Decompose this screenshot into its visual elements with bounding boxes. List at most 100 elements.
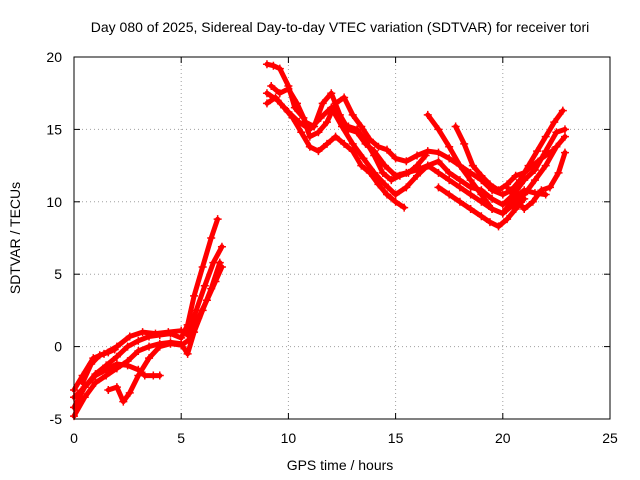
data-point-marker	[545, 183, 554, 192]
data-point-marker	[554, 168, 563, 177]
data-point-marker	[183, 349, 192, 358]
data-point-marker	[190, 291, 199, 300]
data-point-marker	[391, 197, 400, 206]
data-point-marker	[488, 194, 497, 203]
data-point-marker	[541, 190, 550, 199]
data-point-marker	[322, 118, 331, 127]
data-point-marker	[104, 386, 113, 395]
data-point-marker	[104, 348, 113, 357]
data-point-marker	[434, 125, 443, 134]
data-point-marker	[530, 165, 539, 174]
data-point-marker	[503, 183, 512, 192]
data-point-marker	[455, 197, 464, 206]
data-point-marker	[445, 142, 454, 151]
data-point-marker	[391, 190, 400, 199]
data-point-marker	[91, 378, 100, 387]
data-point-marker	[511, 194, 520, 203]
data-point-marker	[357, 122, 366, 131]
y-axis-label: SDTVAR / TECUs	[7, 182, 23, 294]
data-point-marker	[134, 336, 143, 345]
data-point-marker	[138, 328, 147, 337]
data-point-marker	[348, 147, 357, 156]
x-tick-label: 25	[602, 430, 618, 446]
data-point-marker	[560, 132, 569, 141]
data-point-marker	[327, 103, 336, 112]
x-axis-ticks: 0 5 10 15 20 25	[70, 57, 618, 446]
data-point-marker	[520, 176, 529, 185]
data-point-marker	[269, 61, 278, 70]
data-point-marker	[477, 190, 486, 199]
data-point-marker	[217, 262, 226, 271]
data-point-marker	[340, 93, 349, 102]
data-point-marker	[78, 378, 87, 387]
data-point-marker	[423, 147, 432, 156]
data-point-marker	[361, 136, 370, 145]
trace-11	[345, 124, 429, 183]
data-point-marker	[552, 142, 561, 151]
data-point-marker	[541, 161, 550, 170]
data-point-marker	[134, 371, 143, 380]
data-point-marker	[445, 154, 454, 163]
data-point-marker	[413, 151, 422, 160]
data-point-marker	[365, 168, 374, 177]
data-point-marker	[537, 154, 546, 163]
data-point-marker	[498, 190, 507, 199]
data-point-marker	[151, 329, 160, 338]
data-point-marker	[434, 157, 443, 166]
data-point-marker	[466, 205, 475, 214]
data-point-marker	[262, 60, 271, 69]
data-point-marker	[498, 209, 507, 218]
data-point-marker	[95, 351, 104, 360]
data-point-marker	[413, 171, 422, 180]
data-point-marker	[177, 341, 186, 350]
data-point-marker	[434, 183, 443, 192]
data-point-marker	[211, 277, 220, 286]
data-point-marker	[530, 176, 539, 185]
data-point-marker	[488, 205, 497, 214]
data-point-marker	[155, 342, 164, 351]
data-point-marker	[110, 345, 119, 354]
data-point-marker	[267, 81, 276, 90]
data-point-marker	[541, 132, 550, 141]
data-point-marker	[455, 161, 464, 170]
data-point-marker	[284, 84, 293, 93]
data-point-marker	[145, 342, 154, 351]
data-point-marker	[318, 99, 327, 108]
data-point-marker	[213, 215, 222, 224]
y-axis-ticks: -5 0 5 10 15 20	[46, 49, 610, 427]
data-point-marker	[560, 148, 569, 157]
data-point-marker	[87, 359, 96, 368]
data-point-marker	[200, 281, 209, 290]
data-point-marker	[445, 176, 454, 185]
data-point-marker	[520, 205, 529, 214]
data-point-marker	[357, 161, 366, 170]
data-point-marker	[316, 113, 325, 122]
data-point-marker	[537, 186, 546, 195]
grid-lines	[74, 57, 610, 419]
data-point-marker	[370, 151, 379, 160]
data-point-marker	[520, 168, 529, 177]
x-tick-label: 0	[70, 430, 78, 446]
data-point-marker	[455, 176, 464, 185]
data-point-marker	[477, 212, 486, 221]
data-point-marker	[455, 183, 464, 192]
data-point-marker	[292, 99, 301, 108]
data-point-marker	[353, 125, 362, 134]
data-point-marker	[102, 365, 111, 374]
data-point-marker	[145, 354, 154, 363]
data-point-marker	[498, 200, 507, 209]
y-tick-label: 15	[46, 121, 62, 137]
data-point-marker	[198, 262, 207, 271]
data-point-marker	[344, 122, 353, 131]
data-point-marker	[533, 147, 542, 156]
data-point-marker	[552, 128, 561, 137]
data-point-marker	[548, 147, 557, 156]
x-tick-label: 5	[177, 430, 185, 446]
data-point-marker	[445, 190, 454, 199]
y-tick-label: 10	[46, 194, 62, 210]
data-point-marker	[528, 161, 537, 170]
data-point-marker	[477, 171, 486, 180]
data-point-marker	[275, 64, 284, 73]
data-point-marker	[80, 383, 89, 392]
